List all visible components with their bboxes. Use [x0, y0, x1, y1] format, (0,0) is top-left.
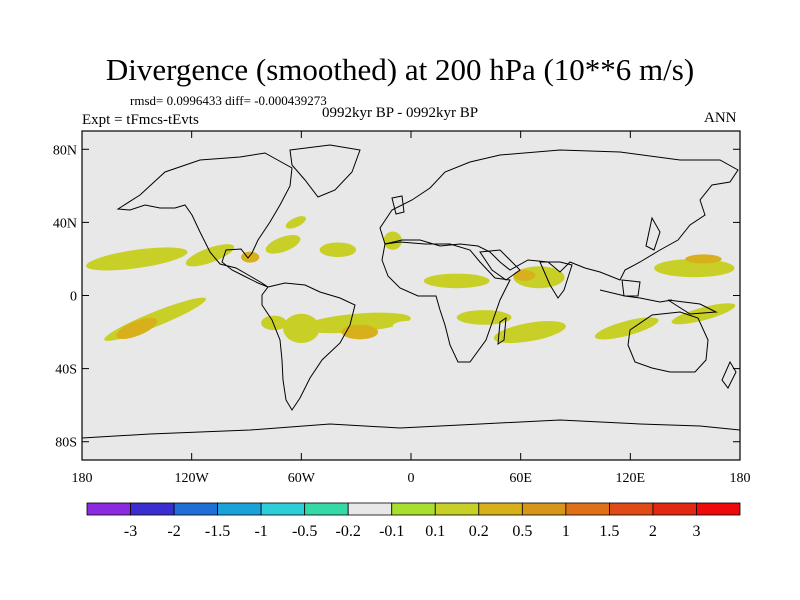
- colorbar-label: 1: [562, 523, 570, 540]
- lon-tick-label: 60W: [288, 471, 316, 486]
- coastline-antarctica: [82, 419, 740, 439]
- colorbar-swatch: [86, 502, 131, 516]
- lon-tick-label: 120E: [616, 471, 646, 486]
- coastline-greenland: [289, 144, 361, 198]
- divergence-region-21: [199, 309, 258, 326]
- coastline-arabia: [479, 249, 521, 281]
- colorbar-label: 0.1: [425, 523, 445, 540]
- divergence-region-4: [285, 216, 306, 229]
- divergence-region-30: [671, 303, 736, 325]
- lon-tick-label: 120W: [175, 471, 210, 486]
- colorbar-label: 3: [692, 523, 700, 540]
- colorbar-label: 0.2: [469, 523, 489, 540]
- coastline-japan: [645, 216, 661, 251]
- divergence-region-20: [116, 317, 158, 340]
- colorbar-label: 0.5: [512, 523, 532, 540]
- divergence-region-11: [315, 286, 397, 305]
- divergence-region-5: [319, 242, 357, 258]
- colorbar-label: 2: [649, 523, 657, 540]
- lat-tick-label: 40N: [53, 216, 77, 231]
- colorbar-swatch: [521, 502, 567, 516]
- colorbar-label: -0.1: [379, 523, 404, 540]
- divergence-region-31: [645, 338, 725, 356]
- lat-tick-label: 80N: [53, 143, 77, 158]
- rmsd-diff-stats: rmsd= 0.0996433 diff= -0.000439273: [130, 93, 327, 108]
- colorbar-label: -1.5: [205, 523, 230, 540]
- map-axes: 80N 40N 0 40S 80S 180 120W 60W 0 60E 120E 180: [53, 131, 751, 486]
- coastline-borneo: [621, 279, 641, 297]
- colorbar-label: -0.5: [292, 523, 317, 540]
- divergence-region-23: [283, 313, 320, 344]
- colorbar-swatch: [173, 502, 218, 516]
- divergence-region-7: [392, 251, 539, 278]
- divergence-region-6: [383, 231, 402, 250]
- colorbar-label: -0.2: [336, 523, 361, 540]
- divergence-field: [85, 216, 740, 356]
- colorbar-swatch: [434, 502, 480, 516]
- divergence-region-3: [265, 235, 301, 254]
- colorbar-swatch: [217, 502, 262, 516]
- divergence-region-22: [261, 315, 287, 331]
- colorbar-label: -1: [254, 523, 267, 540]
- coastline-uk: [391, 195, 405, 215]
- divergence-region-28: [493, 321, 566, 344]
- divergence-region-18: [685, 288, 740, 303]
- divergence-region-17: [685, 254, 722, 264]
- lon-tick-label: 60E: [509, 471, 532, 486]
- plot-title: Divergence (smoothed) at 200 hPa (10**6 …: [105, 52, 695, 87]
- colorbar-label: -2: [167, 523, 180, 540]
- coastline-india: [539, 261, 573, 299]
- coastline-africa: [381, 241, 511, 363]
- colorbar-swatch: [565, 502, 610, 516]
- divergence-region-25: [341, 324, 379, 340]
- colorbar-swatch: [391, 502, 436, 516]
- divergence-region-29: [594, 317, 659, 340]
- season-label: ANN: [704, 110, 737, 126]
- coastline-south-america: [261, 282, 356, 411]
- divergence-region-12: [423, 273, 490, 289]
- coastline-eurasia: [379, 149, 739, 281]
- experiment-label: Expt = tFmcs-tEvts: [82, 112, 199, 128]
- colorbar-swatch: [609, 502, 654, 516]
- coastlines: [82, 144, 740, 439]
- lat-tick-label: 80S: [55, 436, 77, 451]
- lat-tick-label: 0: [70, 290, 77, 305]
- coastline-north-america: [116, 152, 293, 288]
- coastline-australia: [627, 311, 709, 373]
- colorbar-label: -3: [124, 523, 137, 540]
- colorbar: -3 -2 -1.5 -1 -0.5 -0.2 -0.1 0.1 0.2 0.5 1 1.5 2 3: [86, 502, 741, 540]
- divergence-region-8: [549, 247, 602, 263]
- colorbar-swatch: [652, 502, 697, 516]
- coastline-madagascar: [497, 317, 507, 345]
- colorbar-swatch: [347, 502, 393, 516]
- colorbar-swatch: [260, 502, 306, 516]
- divergence-region-9: [85, 279, 225, 294]
- lat-tick-label: 40S: [55, 363, 77, 378]
- divergence-region-24: [301, 312, 411, 334]
- divergence-region-0: [86, 247, 188, 271]
- colorbar-swatch: [304, 502, 349, 516]
- coastline-indonesia: [599, 289, 673, 303]
- lon-tick-label: 0: [408, 471, 415, 486]
- lon-tick-label: 180: [730, 471, 751, 486]
- time-period-label: 0992kyr BP - 0992kyr BP: [322, 105, 479, 121]
- colorbar-swatch: [696, 502, 741, 516]
- colorbar-label: 1.5: [599, 523, 619, 540]
- divergence-region-10: [219, 283, 348, 297]
- divergence-region-16: [654, 258, 735, 278]
- divergence-region-1: [185, 244, 235, 267]
- colorbar-swatch: [478, 502, 523, 516]
- divergence-region-27: [456, 310, 512, 325]
- divergence-region-14: [513, 269, 536, 281]
- lon-tick-label: 180: [72, 471, 93, 486]
- coastline-new-guinea: [667, 299, 718, 315]
- divergence-region-26: [392, 320, 448, 337]
- colorbar-swatch: [130, 502, 175, 516]
